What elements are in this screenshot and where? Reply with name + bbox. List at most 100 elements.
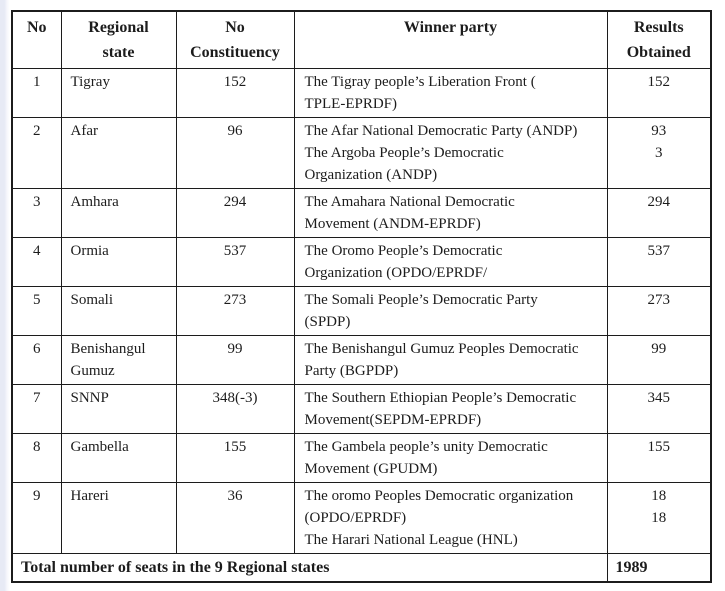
cell-winner-party: The Somali People’s Democratic Party (SPD… xyxy=(293,286,608,336)
cell-line: 6 xyxy=(33,341,41,357)
cell-line: 294 xyxy=(223,194,247,210)
header-line: No xyxy=(225,19,245,36)
total-value: 1989 xyxy=(606,553,712,583)
cell-line: 18 xyxy=(651,510,667,526)
table-row: 1 Tigray 152 The Tigray people’s Liberation… xyxy=(11,68,712,118)
cell-winner-party: The Afar National Democratic Party (ANDP… xyxy=(293,117,608,189)
cell-results-obtained: 273 xyxy=(606,286,712,336)
cell-results-obtained: 294 xyxy=(606,188,712,238)
cell-line: 155 xyxy=(223,439,247,455)
cell-line: 2 xyxy=(33,123,41,139)
cell-line: (OPDO/EPRDF) xyxy=(304,510,407,526)
cell-line: 99 xyxy=(227,341,243,357)
table-row: 3 Amhara 294 The Amahara National Democrati… xyxy=(11,188,712,238)
cell-line: Movement (GPUDM) xyxy=(304,461,438,477)
cell-line: The Benishangul Gumuz Peoples Democratic xyxy=(304,341,579,357)
cell-line: The Argoba People’s Democratic xyxy=(304,145,504,161)
cell-results-obtained: 93 3 xyxy=(606,117,712,189)
total-row: Total number of seats in the 9 Regional … xyxy=(11,553,712,583)
cell-line: Gumuz xyxy=(70,363,115,379)
cell-results-obtained: 537 xyxy=(606,237,712,287)
header-no-constituency: No Constituency xyxy=(175,10,295,69)
cell-line: Amhara xyxy=(70,194,119,210)
table-row: 2 Afar 96 The Afar National Democratic Part… xyxy=(11,117,712,189)
cell-line: Organization (ANDP) xyxy=(304,167,438,183)
cell-line: 96 xyxy=(227,123,243,139)
header-line: No xyxy=(26,19,47,36)
cell-no: 7 xyxy=(11,384,62,434)
cell-winner-party: The Tigray people’s Liberation Front (TP… xyxy=(293,68,608,118)
cell-line: 7 xyxy=(33,390,41,406)
cell-no: 4 xyxy=(11,237,62,287)
cell-winner-party: The oromo Peoples Democratic organizatio… xyxy=(293,482,608,554)
cell-line: The Southern Ethiopian People’s Democrat… xyxy=(304,390,577,406)
table-row: 7 SNNP 348(-3) The Southern Ethiopian Peopl… xyxy=(11,384,712,434)
cell-line: 36 xyxy=(227,488,243,504)
cell-regional-state: Hareri xyxy=(60,482,177,554)
cell-line: The Harari National League (HNL) xyxy=(304,532,518,548)
cell-line: 294 xyxy=(647,194,671,210)
cell-line: The Tigray people’s Liberation Front ( xyxy=(304,74,536,90)
cell-line: 273 xyxy=(223,292,247,308)
cell-no: 6 xyxy=(11,335,62,385)
header-winner-party: Winner party xyxy=(293,10,608,69)
cell-line: The Gambela people’s unity Democratic xyxy=(304,439,548,455)
table-footer: Total number of seats in the 9 Regional … xyxy=(11,553,712,583)
cell-line: Somali xyxy=(70,292,114,308)
cell-constituency: 36 xyxy=(175,482,295,554)
election-results-table: No Regional state No Constituency Winner part… xyxy=(11,10,712,583)
cell-line: The Afar National Democratic Party (ANDP… xyxy=(304,123,578,139)
cell-results-obtained: 152 xyxy=(606,68,712,118)
table-row: 4 Ormia 537 The Oromo People’s Democratic Or… xyxy=(11,237,712,287)
cell-constituency: 155 xyxy=(175,433,295,483)
table-body: 1 Tigray 152 The Tigray people’s Liberation… xyxy=(11,68,712,554)
cell-constituency: 99 xyxy=(175,335,295,385)
cell-line: 155 xyxy=(647,439,671,455)
cell-line: 152 xyxy=(223,74,247,90)
cell-results-obtained: 345 xyxy=(606,384,712,434)
cell-line: The Somali People’s Democratic Party xyxy=(304,292,538,308)
cell-no: 2 xyxy=(11,117,62,189)
table-row: 8 Gambella 155 The Gambela people’s unity D… xyxy=(11,433,712,483)
cell-line: 5 xyxy=(33,292,41,308)
cell-line: Tigray xyxy=(70,74,110,90)
cell-results-obtained: 18 18 xyxy=(606,482,712,554)
cell-line: The Amahara National Democratic xyxy=(304,194,515,210)
table-row: 9 Hareri 36 The oromo Peoples Democratic or… xyxy=(11,482,712,554)
cell-line: Benishangul xyxy=(70,341,146,357)
cell-line: Movement(SEPDM-EPRDF) xyxy=(304,412,482,428)
cell-line: 3 xyxy=(33,194,41,210)
total-label: Total number of seats in the 9 Regional … xyxy=(11,553,608,583)
cell-constituency: 348(-3) xyxy=(175,384,295,434)
cell-line: (SPDP) xyxy=(304,314,351,330)
cell-line: 273 xyxy=(647,292,671,308)
cell-line: 1 xyxy=(33,74,41,90)
cell-line: The oromo Peoples Democratic organizatio… xyxy=(304,488,574,504)
header-line: state xyxy=(102,44,135,61)
cell-results-obtained: 99 xyxy=(606,335,712,385)
cell-no: 5 xyxy=(11,286,62,336)
header-row: No Regional state No Constituency Winner part… xyxy=(11,10,712,69)
cell-constituency: 96 xyxy=(175,117,295,189)
cell-line: 93 xyxy=(651,123,667,139)
cell-winner-party: The Benishangul Gumuz Peoples Democratic… xyxy=(293,335,608,385)
header-regional-state: Regional state xyxy=(60,10,177,69)
cell-line: 18 xyxy=(651,488,667,504)
cell-line: Party (BGPDP) xyxy=(304,363,399,379)
cell-line: 4 xyxy=(33,243,41,259)
table-row: 6 Benishangul Gumuz 99 The Benishangul Gumuz… xyxy=(11,335,712,385)
header-line: Winner party xyxy=(403,19,498,36)
cell-no: 3 xyxy=(11,188,62,238)
cell-line: 8 xyxy=(33,439,41,455)
header-no: No xyxy=(11,10,62,69)
cell-regional-state: Somali xyxy=(60,286,177,336)
header-line: Regional xyxy=(88,19,149,36)
cell-constituency: 537 xyxy=(175,237,295,287)
header-line: Constituency xyxy=(190,44,280,61)
cell-regional-state: Afar xyxy=(60,117,177,189)
cell-no: 8 xyxy=(11,433,62,483)
header-line: Obtained xyxy=(626,44,691,61)
cell-line: 345 xyxy=(647,390,671,406)
cell-no: 9 xyxy=(11,482,62,554)
